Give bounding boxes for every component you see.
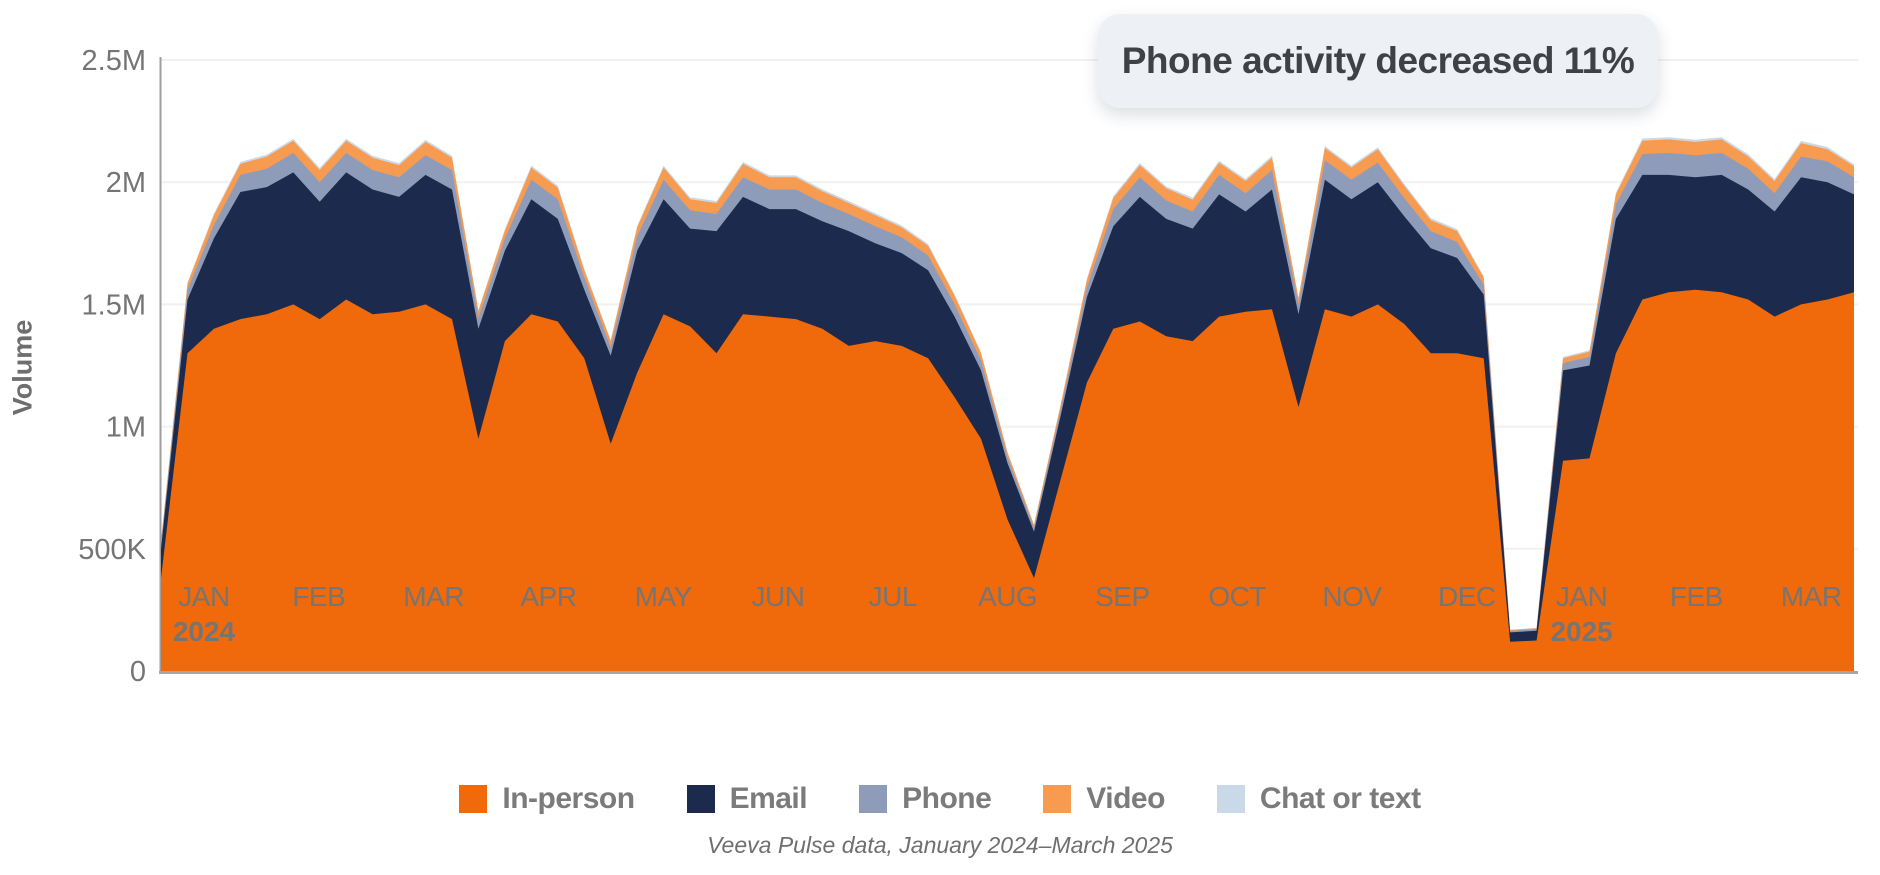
legend-item-email: Email (686, 782, 808, 816)
y-tick-2m: 2M (106, 167, 146, 199)
y-tick-2.5m: 2.5M (82, 45, 146, 77)
legend-label: In-person (502, 782, 635, 815)
legend-label: Phone (902, 782, 992, 815)
x-tick-jan2025: JAN (1556, 581, 1607, 612)
legend-item-video: Video (1043, 782, 1165, 816)
x-tick-apr: APR (520, 581, 576, 612)
x-tick-aug: AUG (978, 581, 1037, 612)
legend-label: Email (729, 782, 808, 815)
x-tick-year-2025: 2025 (1550, 616, 1612, 647)
x-tick-year-2024: 2024 (173, 616, 236, 647)
y-tick-0: 0 (130, 656, 146, 688)
x-tick-feb: FEB (292, 581, 345, 612)
legend-swatch-icon (1043, 785, 1072, 813)
chart-legend: In-person Email Phone Video Chat or text (0, 782, 1880, 816)
x-tick-jan2024: JAN (178, 581, 229, 612)
legend-swatch-icon (459, 785, 488, 813)
y-tick-1.5m: 1.5M (82, 289, 146, 321)
legend-swatch-icon (859, 785, 888, 813)
annotation-text: Phone activity decreased 11% (1121, 40, 1635, 81)
x-tick-dec: DEC (1438, 581, 1496, 612)
annotation-callout: Phone activity decreased 11% (1098, 14, 1658, 108)
x-tick-feb: FEB (1670, 581, 1723, 612)
legend-label: Chat or text (1259, 782, 1421, 815)
stacked-area-chart: 0 500K 1M 1.5M 2M 2.5M JAN 2024 FEB MAR APR MAY JUN J… (78, 45, 1858, 688)
area-layer-in-person (161, 289, 1854, 671)
x-tick-mar: MAR (403, 581, 464, 612)
x-tick-may: MAY (635, 581, 693, 612)
x-tick-sep: SEP (1095, 581, 1150, 612)
x-tick-jul: JUL (869, 581, 917, 612)
legend-swatch-icon (1216, 785, 1245, 813)
x-tick-oct: OCT (1208, 581, 1266, 612)
x-tick-jun: JUN (752, 581, 805, 612)
legend-item-phone: Phone (859, 782, 992, 816)
legend-swatch-icon (686, 785, 715, 813)
y-tick-1m: 1M (106, 412, 146, 444)
x-tick-mar: MAR (1781, 581, 1842, 612)
legend-item-chat-or-text: Chat or text (1216, 782, 1421, 816)
legend-item-in-person: In-person (459, 782, 635, 816)
y-tick-500k: 500K (78, 534, 146, 566)
source-caption: Veeva Pulse data, January 2024–March 202… (707, 832, 1173, 858)
legend-label: Video (1086, 782, 1165, 815)
x-tick-nov: NOV (1322, 581, 1382, 612)
